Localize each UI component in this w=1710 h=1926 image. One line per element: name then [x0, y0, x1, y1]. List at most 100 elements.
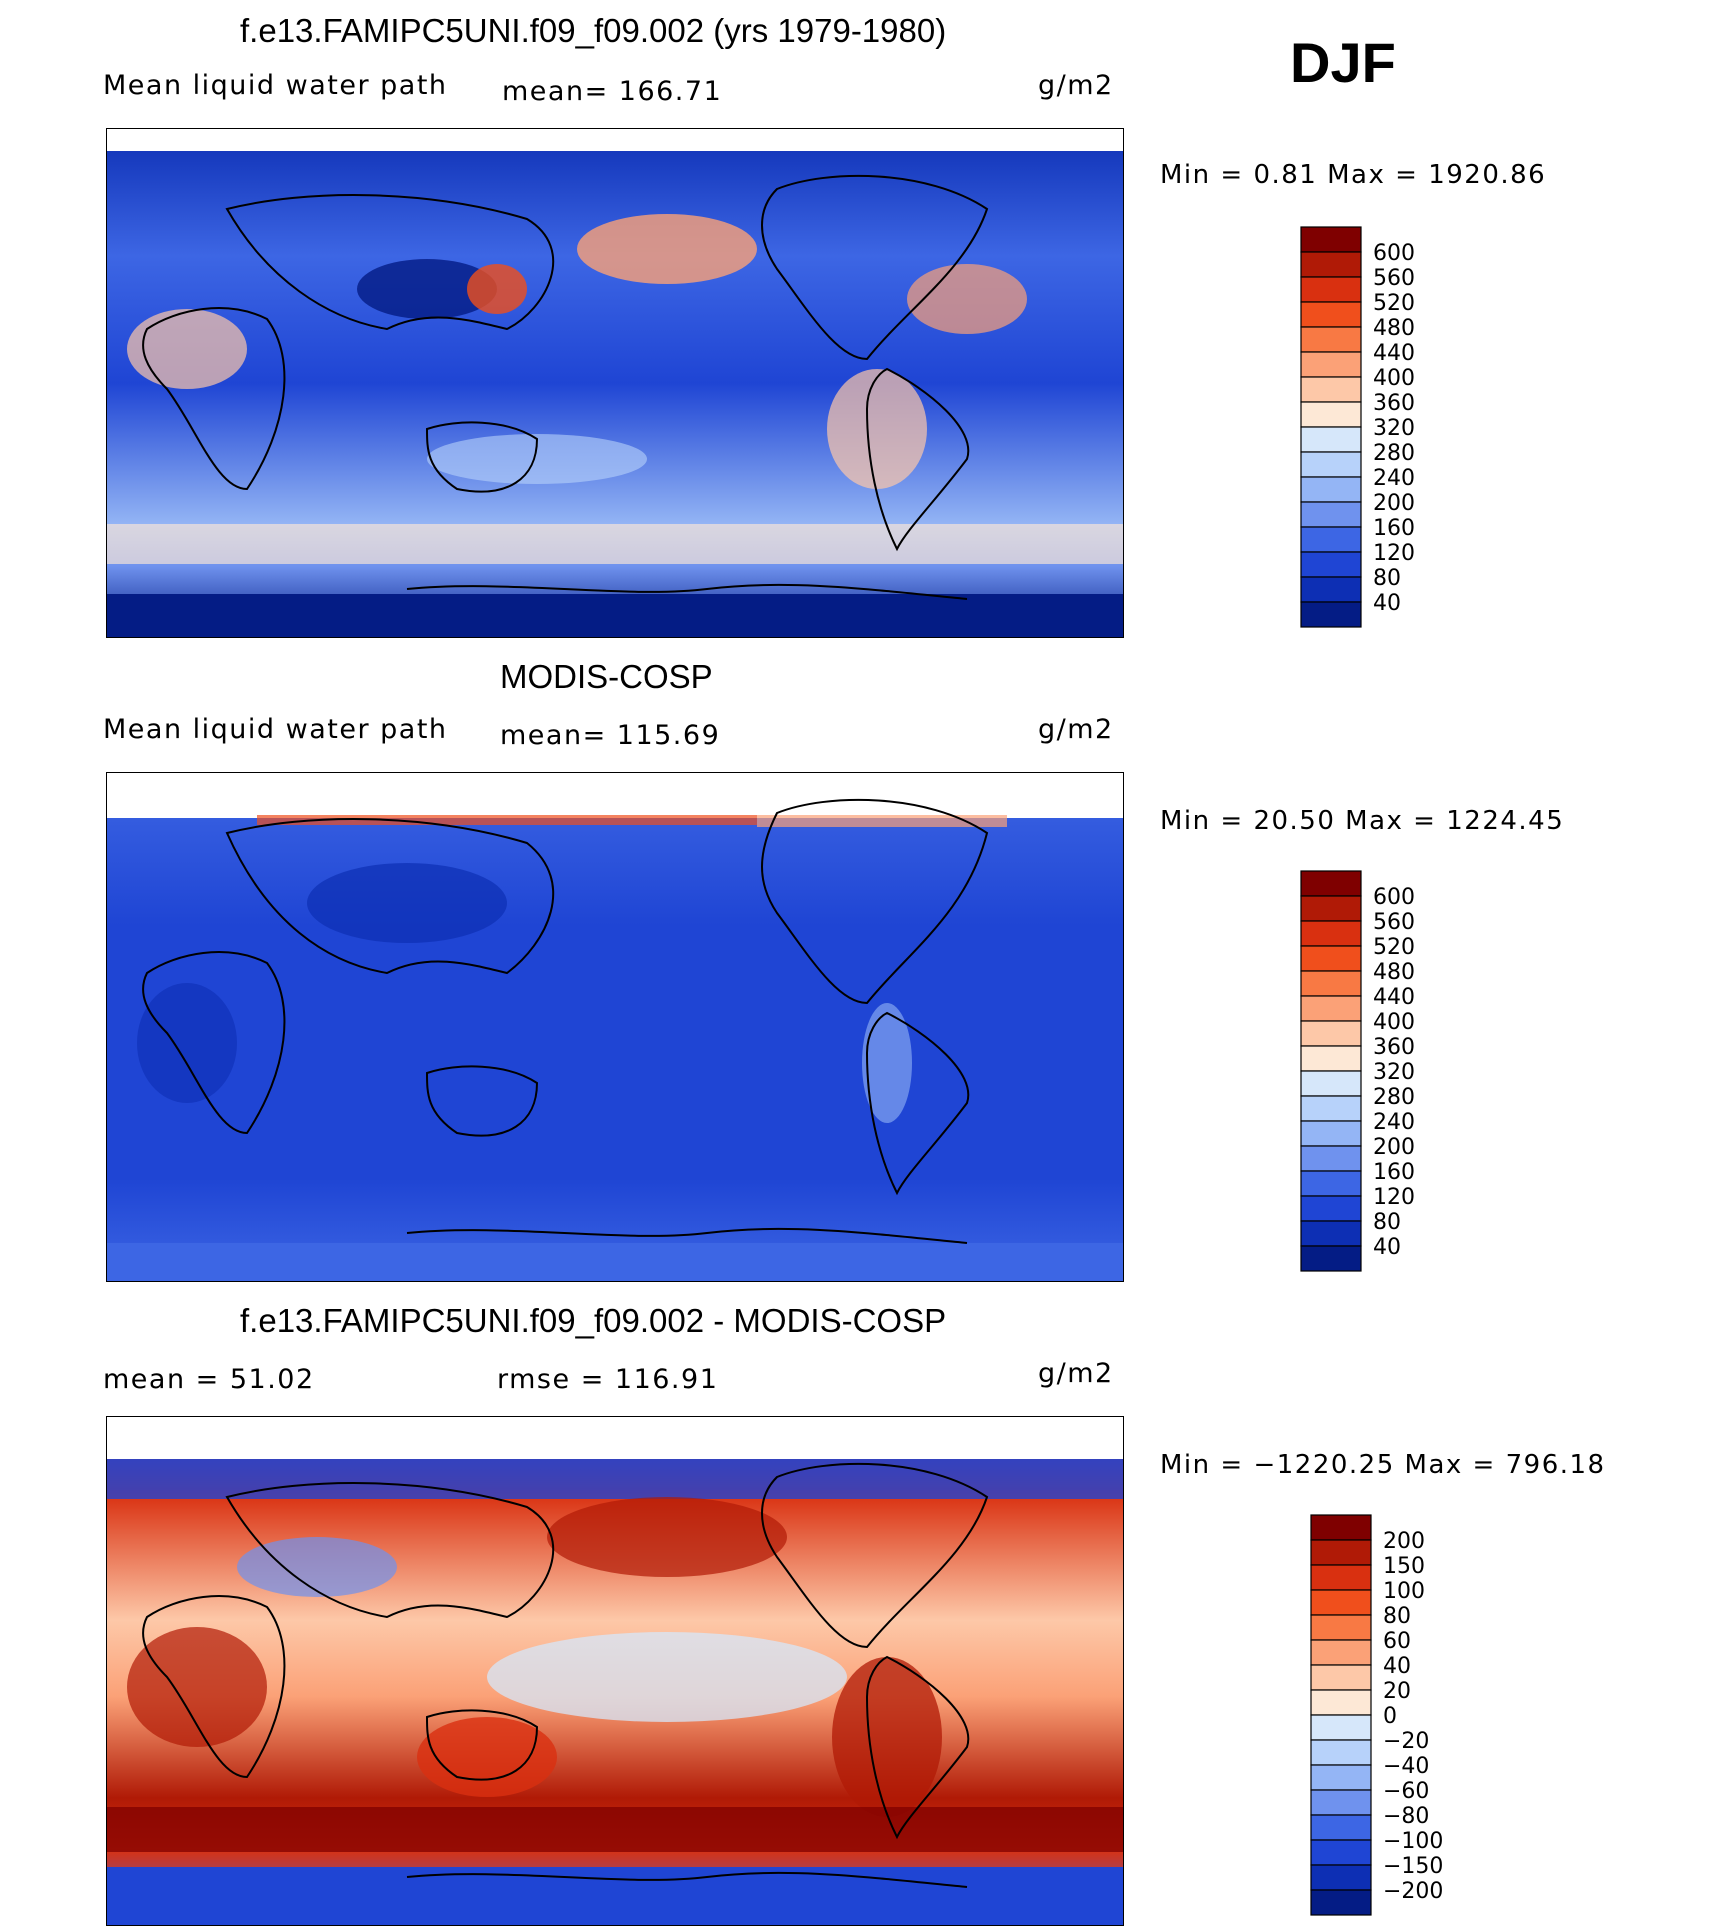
- panel-1-units: g/m2: [1038, 70, 1114, 101]
- colorbar-swatch: [1300, 920, 1362, 947]
- colorbar-tick-label: 160: [1373, 516, 1415, 541]
- colorbar-swatch: [1300, 376, 1362, 403]
- colorbar-tick-label: 80: [1373, 1210, 1401, 1235]
- colorbar-swatch: [1310, 1539, 1372, 1566]
- colorbar-tick-label: 150: [1383, 1554, 1425, 1579]
- colorbar-swatch: [1300, 476, 1362, 503]
- colorbar-swatch: [1310, 1614, 1372, 1641]
- colorbar-tick-label: 600: [1373, 885, 1415, 910]
- colorbar-tick-label: 200: [1373, 1135, 1415, 1160]
- panel-3-colorbar: 200150100806040200−20−40−60−80−100−150−2…: [1310, 1514, 1443, 1916]
- colorbar-swatch: [1310, 1714, 1372, 1741]
- colorbar-swatch: [1310, 1764, 1372, 1791]
- colorbar-tick-label: −20: [1383, 1729, 1429, 1754]
- colorbar-tick-label: 560: [1373, 266, 1415, 291]
- colorbar-swatch: [1300, 326, 1362, 353]
- panel-2-colorbar: 6005605204804404003603202802402001601208…: [1300, 870, 1415, 1272]
- panel-2-max-value: 1224.45: [1446, 806, 1565, 836]
- colorbar-swatch: [1300, 945, 1362, 972]
- panel-2-minmax: Min = 20.50 Max = 1224.45: [1160, 806, 1565, 836]
- colorbar-tick-label: 240: [1373, 1110, 1415, 1135]
- colorbar-swatch: [1300, 1220, 1362, 1247]
- colorbar-tick-label: 80: [1373, 566, 1401, 591]
- colorbar-tick-label: −150: [1383, 1854, 1443, 1879]
- colorbar-swatch: [1300, 1070, 1362, 1097]
- colorbar-swatch: [1300, 551, 1362, 578]
- colorbar-tick-label: 320: [1373, 1060, 1415, 1085]
- colorbar-swatch: [1300, 226, 1362, 253]
- colorbar-swatch: [1310, 1789, 1372, 1816]
- panel-1-map: [106, 128, 1124, 638]
- colorbar-swatch: [1300, 995, 1362, 1022]
- panel-1-mean-label: mean= 166.71: [502, 76, 723, 107]
- colorbar-tick-label: 120: [1373, 1185, 1415, 1210]
- panel-1-title: f.e13.FAMIPC5UNI.f09_f09.002 (yrs 1979-1…: [240, 12, 947, 49]
- colorbar-swatch: [1300, 576, 1362, 603]
- colorbar-tick-label: 20: [1383, 1679, 1411, 1704]
- colorbar-swatch: [1300, 1195, 1362, 1222]
- colorbar-tick-label: 280: [1373, 441, 1415, 466]
- panel-3-map: [106, 1416, 1124, 1926]
- colorbar-tick-label: 40: [1373, 1235, 1401, 1260]
- colorbar-swatch: [1310, 1889, 1372, 1916]
- colorbar-swatch: [1310, 1739, 1372, 1766]
- colorbar-swatch: [1300, 276, 1362, 303]
- panel-2-title: MODIS-COSP: [500, 658, 713, 695]
- colorbar-tick-label: 520: [1373, 291, 1415, 316]
- colorbar-tick-label: 160: [1373, 1160, 1415, 1185]
- colorbar-swatch: [1300, 501, 1362, 528]
- colorbar-tick-label: −200: [1383, 1879, 1443, 1904]
- panel-2-mean-label: mean= 115.69: [500, 720, 721, 751]
- colorbar-swatch: [1300, 301, 1362, 328]
- colorbar-swatch: [1310, 1689, 1372, 1716]
- colorbar-swatch: [1310, 1639, 1372, 1666]
- colorbar-tick-label: 200: [1383, 1529, 1425, 1554]
- panel-2-map-svg: [107, 773, 1123, 1281]
- colorbar-swatch: [1300, 601, 1362, 628]
- colorbar-swatch: [1300, 1145, 1362, 1172]
- colorbar-swatch: [1310, 1514, 1372, 1541]
- colorbar-swatch: [1300, 970, 1362, 997]
- colorbar-swatch: [1300, 1245, 1362, 1272]
- colorbar-tick-label: 600: [1373, 241, 1415, 266]
- colorbar-swatch: [1300, 1020, 1362, 1047]
- colorbar-tick-label: 520: [1373, 935, 1415, 960]
- colorbar-tick-label: 100: [1383, 1579, 1425, 1604]
- colorbar-swatch: [1300, 451, 1362, 478]
- colorbar-tick-label: 40: [1373, 591, 1401, 616]
- panel-1-minmax: Min = 0.81 Max = 1920.86: [1160, 160, 1547, 190]
- colorbar-tick-label: 0: [1383, 1704, 1397, 1729]
- colorbar-swatch: [1310, 1864, 1372, 1891]
- panel-2-map: [106, 772, 1124, 1282]
- colorbar-tick-label: 440: [1373, 985, 1415, 1010]
- colorbar-tick-label: 80: [1383, 1604, 1411, 1629]
- colorbar-tick-label: 400: [1373, 1010, 1415, 1035]
- colorbar-swatch: [1300, 895, 1362, 922]
- colorbar-swatch: [1300, 1095, 1362, 1122]
- panel-1-max-value: 1920.86: [1428, 160, 1547, 190]
- colorbar-swatch: [1300, 426, 1362, 453]
- colorbar-tick-label: 320: [1373, 416, 1415, 441]
- colorbar-tick-label: 60: [1383, 1629, 1411, 1654]
- colorbar-swatch: [1310, 1589, 1372, 1616]
- colorbar-swatch: [1300, 870, 1362, 897]
- colorbar-swatch: [1300, 1045, 1362, 1072]
- panel-3-max-value: 796.18: [1505, 1450, 1606, 1480]
- colorbar-tick-label: −80: [1383, 1804, 1429, 1829]
- panel-1-min-value: 0.81: [1253, 160, 1318, 190]
- panel-2-units: g/m2: [1038, 714, 1114, 745]
- colorbar-tick-label: 280: [1373, 1085, 1415, 1110]
- colorbar-tick-label: 360: [1373, 1035, 1415, 1060]
- colorbar-swatch: [1310, 1814, 1372, 1841]
- panel-1-colorbar: 6005605204804404003603202802402001601208…: [1300, 226, 1415, 628]
- panel-1-field-label: Mean liquid water path: [103, 70, 448, 101]
- colorbar-tick-label: 560: [1373, 910, 1415, 935]
- colorbar-tick-label: 240: [1373, 466, 1415, 491]
- colorbar-swatch: [1300, 526, 1362, 553]
- panel-3-min-value: −1220.25: [1253, 1450, 1395, 1480]
- colorbar-tick-label: −100: [1383, 1829, 1443, 1854]
- colorbar-swatch: [1300, 351, 1362, 378]
- colorbar-swatch: [1310, 1564, 1372, 1591]
- colorbar-swatch: [1300, 1170, 1362, 1197]
- colorbar-tick-label: 200: [1373, 491, 1415, 516]
